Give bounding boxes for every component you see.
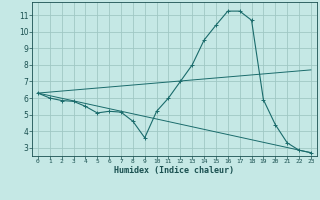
X-axis label: Humidex (Indice chaleur): Humidex (Indice chaleur) bbox=[115, 166, 234, 175]
